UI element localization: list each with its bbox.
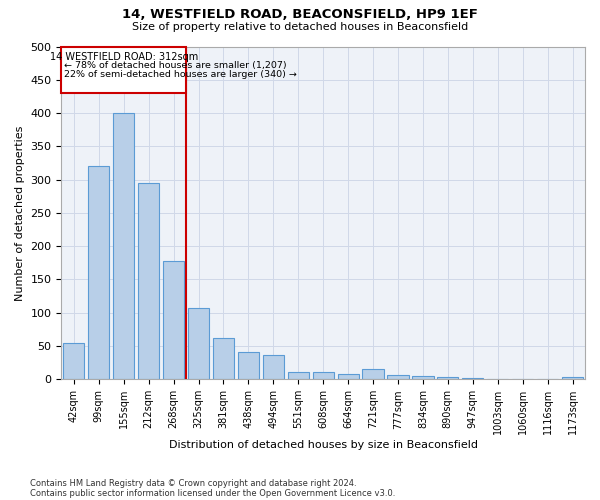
Bar bbox=[487, 378, 508, 380]
Text: ← 78% of detached houses are smaller (1,207): ← 78% of detached houses are smaller (1,… bbox=[64, 61, 287, 70]
Y-axis label: Number of detached properties: Number of detached properties bbox=[15, 125, 25, 300]
Text: Contains public sector information licensed under the Open Government Licence v3: Contains public sector information licen… bbox=[30, 488, 395, 498]
Bar bbox=[412, 376, 434, 380]
Bar bbox=[188, 308, 209, 380]
Bar bbox=[562, 378, 583, 380]
Bar bbox=[313, 372, 334, 380]
Bar bbox=[63, 342, 85, 380]
Bar bbox=[338, 374, 359, 380]
Bar bbox=[238, 352, 259, 380]
Bar bbox=[512, 378, 533, 380]
Text: Contains HM Land Registry data © Crown copyright and database right 2024.: Contains HM Land Registry data © Crown c… bbox=[30, 478, 356, 488]
Text: 14 WESTFIELD ROAD: 312sqm: 14 WESTFIELD ROAD: 312sqm bbox=[50, 52, 198, 62]
Bar bbox=[437, 378, 458, 380]
X-axis label: Distribution of detached houses by size in Beaconsfield: Distribution of detached houses by size … bbox=[169, 440, 478, 450]
Bar bbox=[61, 46, 186, 93]
Bar bbox=[462, 378, 484, 380]
Bar bbox=[287, 372, 309, 380]
Bar bbox=[138, 183, 159, 380]
Text: 14, WESTFIELD ROAD, BEACONSFIELD, HP9 1EF: 14, WESTFIELD ROAD, BEACONSFIELD, HP9 1E… bbox=[122, 8, 478, 20]
Bar bbox=[88, 166, 109, 380]
Text: 22% of semi-detached houses are larger (340) →: 22% of semi-detached houses are larger (… bbox=[64, 70, 297, 79]
Bar bbox=[388, 374, 409, 380]
Bar bbox=[263, 354, 284, 380]
Text: Size of property relative to detached houses in Beaconsfield: Size of property relative to detached ho… bbox=[132, 22, 468, 32]
Bar bbox=[113, 113, 134, 380]
Bar bbox=[362, 370, 383, 380]
Bar bbox=[163, 261, 184, 380]
Bar bbox=[213, 338, 234, 380]
